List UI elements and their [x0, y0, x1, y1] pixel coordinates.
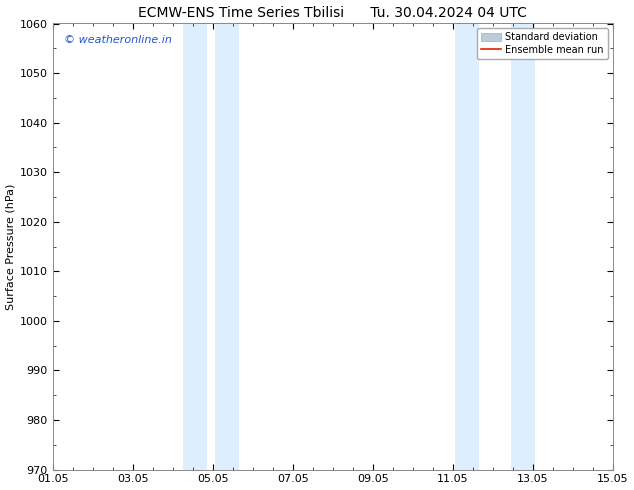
- Bar: [510, 24, 534, 469]
- Title: ECMW-ENS Time Series Tbilisi      Tu. 30.04.2024 04 UTC: ECMW-ENS Time Series Tbilisi Tu. 30.04.2…: [138, 5, 527, 20]
- Bar: [215, 24, 238, 469]
- Text: © weatheronline.in: © weatheronline.in: [64, 35, 172, 45]
- Legend: Standard deviation, Ensemble mean run: Standard deviation, Ensemble mean run: [477, 28, 608, 59]
- Y-axis label: Surface Pressure (hPa): Surface Pressure (hPa): [6, 183, 16, 310]
- Bar: [455, 24, 479, 469]
- Bar: [183, 24, 207, 469]
